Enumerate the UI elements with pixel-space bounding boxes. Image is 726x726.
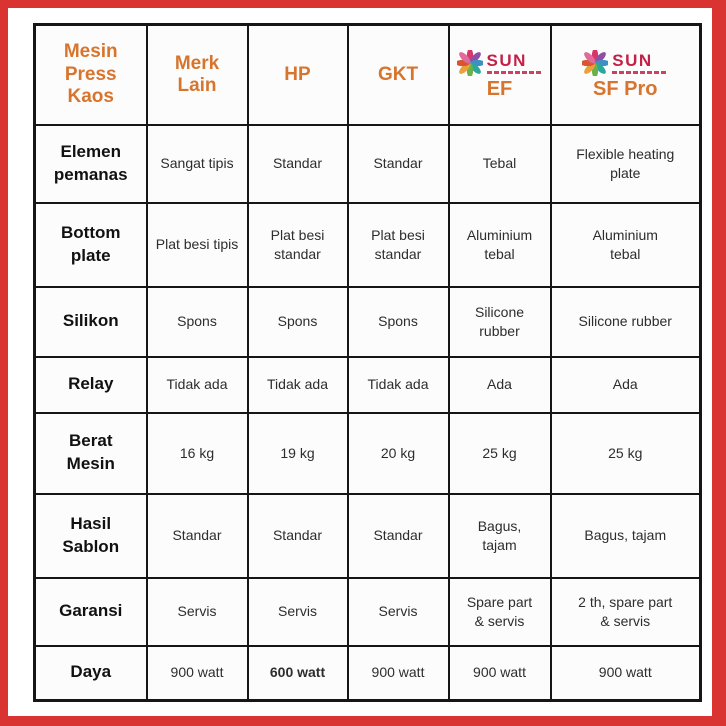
sun-brand-lockup: SUN: [454, 50, 546, 77]
table-cell: Aluminium tebal: [447, 201, 552, 288]
table-row: Daya 900 watt 600 watt 900 watt 900 watt…: [33, 644, 702, 702]
corner-header: Mesin Press Kaos: [33, 23, 148, 126]
column-header-label: HP: [284, 63, 311, 85]
table-cell: Spare part & servis: [447, 576, 552, 647]
table-cell-highlight: 600 watt: [246, 644, 349, 702]
table-cell: Bagus, tajam: [549, 492, 702, 579]
table-cell: 19 kg: [246, 411, 349, 495]
column-header-merk-lain: Merk Lain: [145, 23, 249, 126]
column-header-label: EF: [486, 78, 513, 101]
table-row: Silikon Spons Spons Spons Silicone rubbe…: [33, 285, 702, 358]
table-cell: 900 watt: [346, 644, 450, 702]
table-cell: Ada: [447, 355, 552, 414]
row-label: Berat Mesin: [33, 411, 148, 495]
sun-logo-tagline: [486, 71, 543, 75]
table-cell: Tidak ada: [346, 355, 450, 414]
column-header-gkt: GKT: [346, 23, 450, 126]
column-header-sun-ef: SUN EF: [447, 23, 552, 126]
comparison-table: Mesin Press Kaos Merk Lain HP GKT: [33, 23, 702, 702]
sun-logo-wordmark: SUN: [612, 51, 653, 71]
table-cell: Silicone rubber: [549, 285, 702, 358]
table-row: Hasil Sablon Standar Standar Standar Bag…: [33, 492, 702, 579]
sun-logo-wordmark: SUN: [486, 51, 527, 71]
row-label: Silikon: [33, 285, 148, 358]
table-cell: Sangat tipis: [145, 123, 249, 204]
table-cell: Servis: [346, 576, 450, 647]
sun-logo-tagline: [612, 71, 669, 75]
column-header-label: GKT: [377, 63, 419, 85]
table-cell: Standar: [145, 492, 249, 579]
column-header-label: SF Pro: [593, 78, 658, 101]
table-cell: 16 kg: [145, 411, 249, 495]
corner-header-label: Mesin Press Kaos: [63, 41, 118, 107]
sun-flower-icon: [456, 50, 483, 77]
table-cell: 25 kg: [447, 411, 552, 495]
table-row: Berat Mesin 16 kg 19 kg 20 kg 25 kg 25 k…: [33, 411, 702, 495]
table-cell: 20 kg: [346, 411, 450, 495]
row-label: Elemen pemanas: [33, 123, 148, 204]
table-cell: Tidak ada: [145, 355, 249, 414]
row-label: Hasil Sablon: [33, 492, 148, 579]
table-cell: Ada: [549, 355, 702, 414]
table-cell: 900 watt: [447, 644, 552, 702]
table-row: Elemen pemanas Sangat tipis Standar Stan…: [33, 123, 702, 204]
column-header-label: Merk Lain: [174, 52, 220, 96]
row-label: Relay: [33, 355, 148, 414]
row-label: Garansi: [33, 576, 148, 647]
table-cell: Bagus, tajam: [447, 492, 552, 579]
column-header-hp: HP: [246, 23, 349, 126]
table-cell: Plat besi standar: [346, 201, 450, 288]
sun-brand-lockup: SUN: [556, 50, 696, 77]
table-cell: Tidak ada: [246, 355, 349, 414]
table-row: Garansi Servis Servis Servis Spare part …: [33, 576, 702, 647]
column-header-sun-sf-pro: SUN SF Pro: [549, 23, 702, 126]
table-cell: Plat besi standar: [246, 201, 349, 288]
table-cell: Flexible heating plate: [549, 123, 702, 204]
table-cell: Standar: [246, 123, 349, 204]
table-cell: Plat besi tipis: [145, 201, 249, 288]
table-cell: Silicone rubber: [447, 285, 552, 358]
table-cell: Spons: [246, 285, 349, 358]
table-cell: Spons: [145, 285, 249, 358]
table-cell: Tebal: [447, 123, 552, 204]
sun-flower-icon: [582, 50, 609, 77]
table-cell: 2 th, spare part & servis: [549, 576, 702, 647]
row-label: Bottom plate: [33, 201, 148, 288]
table-cell: Servis: [145, 576, 249, 647]
table-cell: Servis: [246, 576, 349, 647]
table-cell: Standar: [346, 123, 450, 204]
table-row: Relay Tidak ada Tidak ada Tidak ada Ada …: [33, 355, 702, 414]
table-cell: Standar: [246, 492, 349, 579]
table-cell: Spons: [346, 285, 450, 358]
table-cell: 25 kg: [549, 411, 702, 495]
row-label: Daya: [33, 644, 148, 702]
table-row: Bottom plate Plat besi tipis Plat besi s…: [33, 201, 702, 288]
table-cell: 900 watt: [549, 644, 702, 702]
table-cell: Aluminium tebal: [549, 201, 702, 288]
table-cell: Standar: [346, 492, 450, 579]
table-cell: 900 watt: [145, 644, 249, 702]
header-row: Mesin Press Kaos Merk Lain HP GKT: [33, 23, 702, 126]
